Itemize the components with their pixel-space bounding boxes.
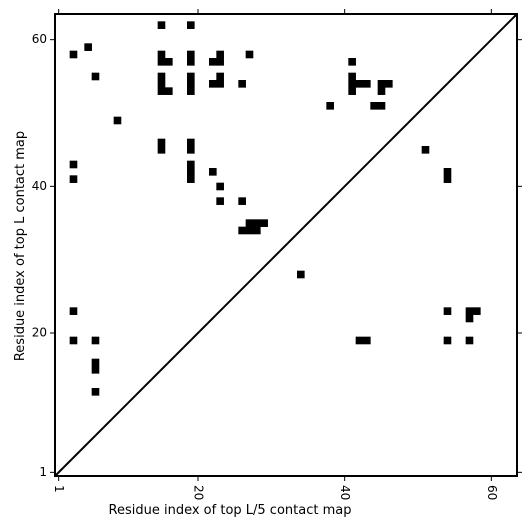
contact-cell-top-l xyxy=(385,80,393,88)
contact-cell-top-l xyxy=(238,197,246,205)
contact-cell-top-l xyxy=(326,102,334,110)
contact-cell-top-l xyxy=(187,168,195,176)
contact-cell-top-l xyxy=(216,58,224,66)
contact-cell-top-l xyxy=(187,21,195,29)
contact-cell-top-l xyxy=(348,87,356,95)
contact-cell-top-l xyxy=(216,182,224,191)
contact-cell-top-l xyxy=(165,87,173,95)
y-axis-label: Residue index of top L contact map xyxy=(13,131,28,361)
contact-cell-top-l xyxy=(238,226,246,235)
contact-cell-top-l xyxy=(245,219,254,227)
contact-cell-top-l xyxy=(157,80,166,88)
contact-cell-top-l xyxy=(363,80,371,88)
contact-cells xyxy=(69,21,481,396)
y-tick-label: 1 xyxy=(39,465,47,479)
contact-cell-top-l xyxy=(348,72,356,81)
contact-cell-top-l5 xyxy=(465,314,474,323)
contact-cell-top-l xyxy=(355,80,364,88)
contact-cell-top-l xyxy=(187,72,195,81)
contact-cell-top-l xyxy=(157,138,166,147)
contact-cell-top-l xyxy=(157,58,166,66)
contact-cell-top-l xyxy=(157,50,166,59)
contact-cell-top-l xyxy=(165,58,173,66)
contact-cell-top-l xyxy=(260,219,268,227)
contact-cell-top-l xyxy=(187,50,195,59)
contact-cell-top-l5 xyxy=(91,388,100,396)
contact-cell-top-l xyxy=(348,58,356,66)
contact-cell-top-l xyxy=(253,219,261,227)
contact-cell-top-l xyxy=(421,146,430,154)
contact-cell-top-l5 xyxy=(473,307,481,315)
contact-cell-top-l5 xyxy=(69,307,78,315)
y-tick-label: 60 xyxy=(32,32,47,46)
contact-cell-top-l xyxy=(253,226,261,235)
contact-cell-top-l xyxy=(377,80,386,88)
contact-cell-top-l xyxy=(216,80,224,88)
contact-cell-top-l xyxy=(157,72,166,81)
contact-cell-top-l5 xyxy=(443,307,452,315)
contact-cell-top-l xyxy=(157,87,166,95)
x-tick-label: 60 xyxy=(485,485,499,500)
contact-cell-top-l xyxy=(187,80,195,88)
contact-cell-top-l xyxy=(187,175,195,183)
contact-cell-top-l5 xyxy=(69,336,78,345)
contact-cell-top-l5 xyxy=(91,366,100,374)
x-tick-label: 20 xyxy=(192,485,206,500)
contact-cell-top-l xyxy=(84,43,92,51)
contact-cell-top-l xyxy=(209,80,217,88)
contact-cell-top-l xyxy=(91,72,100,81)
contact-cell-top-l5 xyxy=(363,336,371,345)
y-tick-label: 20 xyxy=(32,326,47,340)
contact-cell-top-l xyxy=(245,50,254,59)
contact-cell-top-l xyxy=(348,80,356,88)
x-axis-label: Residue index of top L/5 contact map xyxy=(109,503,352,518)
contact-cell-top-l xyxy=(370,102,378,110)
x-tick-label: 1 xyxy=(52,485,66,493)
contact-cell-top-l xyxy=(69,50,78,59)
contact-cell-top-l5 xyxy=(465,336,474,345)
contact-cell-top-l xyxy=(238,80,246,88)
y-axis-ticks: 1 20 40 60 xyxy=(32,32,522,479)
contact-cell-top-l xyxy=(377,87,386,95)
x-tick-label: 40 xyxy=(338,485,352,500)
contact-cell-top-l xyxy=(209,168,217,176)
contact-cell-top-l xyxy=(187,138,195,147)
contact-cell-top-l5 xyxy=(355,336,364,345)
contact-cell-top-l5 xyxy=(443,336,452,345)
contact-cell-top-l xyxy=(443,175,452,183)
y-tick-label: 40 xyxy=(32,179,47,193)
contact-cell-top-l xyxy=(245,226,254,235)
contact-cell-top-l xyxy=(216,72,224,81)
contact-cell-top-l xyxy=(377,102,386,110)
contact-cell-top-l xyxy=(157,146,166,154)
contact-cell-top-l xyxy=(69,160,78,169)
contact-cell-top-l xyxy=(216,197,224,205)
diagonal-line xyxy=(54,13,518,477)
contact-cell-top-l5 xyxy=(91,336,100,345)
contact-cell-top-l xyxy=(187,146,195,154)
contact-cell-top-l xyxy=(187,87,195,95)
contact-cell-top-l xyxy=(297,270,305,279)
contact-cell-top-l xyxy=(216,50,224,59)
contact-cell-top-l xyxy=(113,116,122,125)
contact-cell-top-l xyxy=(209,58,217,66)
contact-cell-top-l xyxy=(69,175,78,183)
x-axis-ticks: 1 20 40 60 xyxy=(52,9,499,500)
contact-cell-top-l5 xyxy=(465,307,474,315)
plot-frame xyxy=(54,13,518,477)
contact-cell-top-l xyxy=(443,168,452,176)
contact-cell-top-l xyxy=(157,21,166,29)
contact-cell-top-l xyxy=(187,58,195,66)
contact-cell-top-l5 xyxy=(91,358,100,367)
contact-cell-top-l xyxy=(187,160,195,169)
